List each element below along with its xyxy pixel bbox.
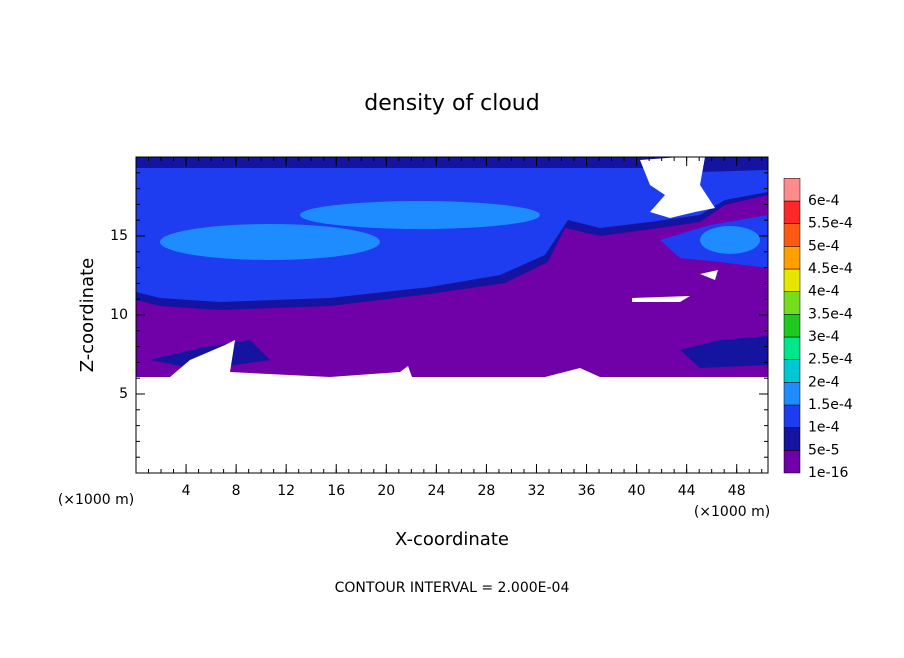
y-tick-label: 5 bbox=[119, 386, 128, 402]
x-axis-title: X-coordinate bbox=[395, 529, 509, 550]
colorbar-swatch bbox=[783, 178, 801, 202]
colorbar-label: 5e-5 bbox=[808, 442, 839, 458]
colorbar-label: 4.5e-4 bbox=[808, 261, 853, 277]
y-tick-label: 15 bbox=[110, 228, 128, 244]
colorbar-swatch bbox=[783, 291, 801, 315]
colorbar-label: 5e-4 bbox=[808, 238, 840, 254]
x-tick-label: 24 bbox=[427, 483, 445, 499]
colorbar-swatch bbox=[783, 404, 801, 428]
colorbar-swatch bbox=[783, 200, 801, 224]
x-tick-label: 8 bbox=[232, 483, 241, 499]
y-unit: (×1000 m) bbox=[58, 492, 134, 508]
x-tick-label: 12 bbox=[277, 483, 295, 499]
x-tick-label: 20 bbox=[377, 483, 395, 499]
contour-field bbox=[136, 157, 768, 473]
colorbar-swatch bbox=[783, 314, 801, 338]
contour-region bbox=[160, 224, 380, 260]
colorbar-swatch bbox=[783, 382, 801, 406]
y-axis-title: Z-coordinate bbox=[77, 258, 98, 373]
x-tick-label: 16 bbox=[327, 483, 345, 499]
colorbar-label: 4e-4 bbox=[808, 284, 840, 300]
colorbar-swatch bbox=[783, 427, 801, 451]
y-tick-label: 10 bbox=[110, 307, 128, 323]
x-tick-label: 44 bbox=[678, 483, 696, 499]
colorbar-swatch bbox=[783, 246, 801, 270]
cloud-free-area bbox=[632, 157, 718, 302]
colorbar-label: 3.5e-4 bbox=[808, 306, 853, 322]
colorbar-label: 3e-4 bbox=[808, 329, 840, 345]
colorbar-swatch bbox=[783, 223, 801, 247]
x-tick-label: 32 bbox=[528, 483, 546, 499]
contour-region bbox=[300, 201, 540, 229]
contour-region bbox=[136, 168, 768, 302]
colorbar-label: 1e-4 bbox=[808, 420, 840, 436]
colorbar-label: 5.5e-4 bbox=[808, 216, 853, 232]
colorbar-swatch bbox=[783, 359, 801, 383]
x-tick-label: 28 bbox=[478, 483, 496, 499]
x-unit: (×1000 m) bbox=[694, 504, 770, 520]
colorbar-swatch bbox=[783, 450, 801, 474]
x-tick-label: 36 bbox=[578, 483, 596, 499]
colorbar-label: 2.5e-4 bbox=[808, 352, 853, 368]
colorbar-label: 2e-4 bbox=[808, 374, 840, 390]
colorbar-swatch bbox=[783, 268, 801, 292]
colorbar-swatch bbox=[783, 336, 801, 360]
cloud-free-area bbox=[136, 340, 768, 473]
annotation: CONTOUR INTERVAL = 2.000E-04 bbox=[335, 580, 570, 596]
colorbar-label: 6e-4 bbox=[808, 193, 840, 209]
contour-region bbox=[700, 226, 760, 254]
colorbar-label: 1e-16 bbox=[808, 465, 848, 481]
colorbar-label: 1.5e-4 bbox=[808, 397, 853, 413]
chart-title: density of cloud bbox=[364, 91, 539, 116]
x-tick-label: 48 bbox=[728, 483, 746, 499]
x-tick-label: 40 bbox=[628, 483, 646, 499]
x-tick-label: 4 bbox=[182, 483, 191, 499]
